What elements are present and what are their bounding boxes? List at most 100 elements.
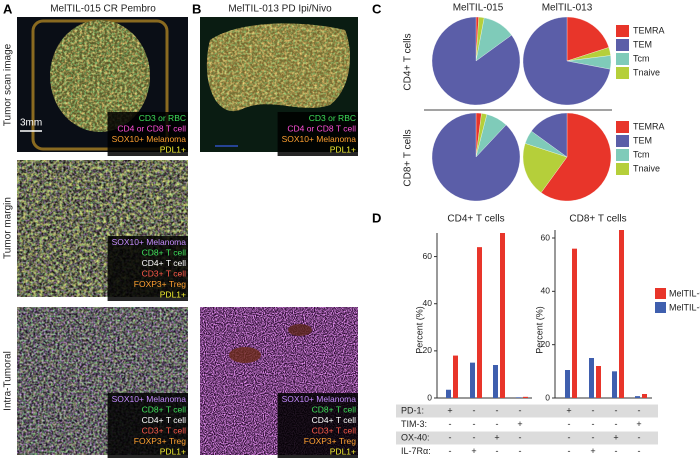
- overlay-label: PDL1+: [160, 144, 186, 154]
- table-cell: -: [592, 419, 595, 429]
- legend-swatch: [616, 163, 629, 175]
- column-title: MelTIL-015 CR Pembro: [50, 4, 156, 15]
- image-scan-013: [200, 17, 358, 152]
- overlay-label: CD4+ T cell: [142, 415, 186, 425]
- row-label: Intra-Tumoral: [3, 351, 14, 411]
- y-axis-label: Percent (%): [414, 306, 424, 354]
- table-cell: -: [449, 446, 452, 456]
- legend-label: Tcm: [633, 149, 650, 159]
- row-label: PD-1:: [401, 405, 424, 415]
- legend-swatch: [655, 302, 666, 313]
- table-cell: -: [473, 432, 476, 442]
- y-tick-label: 40: [423, 298, 433, 308]
- table-cell: -: [449, 432, 452, 442]
- row-label: OX-40:: [401, 432, 430, 442]
- overlay-label: PDL1+: [160, 289, 186, 299]
- pie-slice: [566, 16, 610, 62]
- overlay-label: CD4 or CD8 T cell: [287, 123, 356, 133]
- overlay-label: FOXP3+ Treg: [134, 436, 186, 446]
- pie-slice: [431, 16, 521, 106]
- table-cell: -: [638, 432, 641, 442]
- row-label: Tumor scan image: [3, 43, 14, 126]
- overlay-box: [107, 393, 188, 458]
- overlay-label: CD3+ T cell: [312, 425, 356, 435]
- pie-row-label: CD8+ T cells: [403, 129, 414, 186]
- bar: [523, 396, 528, 398]
- pie-slice: [522, 143, 568, 193]
- table-cell: +: [590, 446, 595, 456]
- bar: [619, 230, 624, 398]
- panel-label: D: [372, 210, 381, 225]
- table-cell: +: [447, 405, 452, 415]
- table-cell: -: [519, 446, 522, 456]
- overlay-label: PDL1+: [330, 446, 356, 456]
- bar: [500, 233, 505, 398]
- overlay-label: CD4 or CD8 T cell: [117, 123, 186, 133]
- row-label: IL-7Rα:: [401, 446, 431, 456]
- table-row-band: [396, 431, 658, 445]
- table-cell: +: [517, 419, 522, 429]
- legend-swatch: [616, 53, 629, 65]
- pie-column-title: MelTIL-015: [453, 3, 504, 14]
- y-axis-label: Percent (%): [534, 306, 544, 354]
- table-row-band: [396, 404, 658, 418]
- legend-label: Tcm: [633, 53, 650, 63]
- legend-label: TEMRA: [633, 121, 665, 131]
- y-tick-label: 60: [541, 232, 551, 242]
- table-cell: -: [519, 405, 522, 415]
- bar: [516, 397, 521, 398]
- overlay-box: [277, 393, 358, 458]
- table-cell: -: [519, 432, 522, 442]
- table-cell: -: [568, 432, 571, 442]
- legend-label: TEM: [633, 39, 652, 49]
- y-tick-label: 40: [541, 286, 551, 296]
- pie-slice: [431, 112, 521, 202]
- bar: [612, 371, 617, 398]
- y-tick-label: 0: [545, 392, 550, 402]
- table-cell: -: [496, 405, 499, 415]
- bar: [565, 370, 570, 398]
- table-cell: -: [615, 419, 618, 429]
- bar: [477, 247, 482, 398]
- pie-row-label: CD4+ T cells: [403, 33, 414, 90]
- scale-bar-label: 3mm: [20, 118, 42, 129]
- table-cell: -: [473, 405, 476, 415]
- legend-swatch: [616, 121, 629, 133]
- pie-slice: [540, 112, 612, 202]
- overlay-label: PDL1+: [160, 446, 186, 456]
- legend-label: TEMRA: [633, 25, 665, 35]
- overlay-label: CD4+ T cell: [312, 415, 356, 425]
- legend-swatch: [616, 135, 629, 147]
- bar: [589, 358, 594, 398]
- bar: [642, 394, 647, 398]
- pie-slice: [522, 16, 611, 106]
- table-cell: -: [638, 405, 641, 415]
- y-tick-label: 60: [423, 251, 433, 261]
- legend-swatch: [616, 25, 629, 37]
- bar: [470, 362, 475, 398]
- table-cell: -: [473, 419, 476, 429]
- overlay-label: CD8+ T cell: [142, 247, 186, 257]
- legend-swatch: [655, 288, 666, 299]
- bar: [453, 355, 458, 398]
- legend-label: TEM: [633, 135, 652, 145]
- column-title: MelTIL-013 PD Ipi/Nivo: [228, 4, 332, 15]
- overlay-label: SOX10+ Melanoma: [112, 134, 187, 144]
- table-cell: -: [496, 446, 499, 456]
- legend-label: Tnaive: [633, 163, 660, 173]
- table-cell: -: [449, 419, 452, 429]
- y-tick-label: 0: [427, 392, 432, 402]
- table-cell: -: [568, 419, 571, 429]
- overlay-label: FOXP3+ Treg: [134, 279, 186, 289]
- table-cell: -: [638, 446, 641, 456]
- overlay-label: CD3 or RBC: [309, 113, 356, 123]
- table-cell: -: [496, 419, 499, 429]
- panel-label: C: [372, 1, 382, 16]
- legend-swatch: [616, 149, 629, 161]
